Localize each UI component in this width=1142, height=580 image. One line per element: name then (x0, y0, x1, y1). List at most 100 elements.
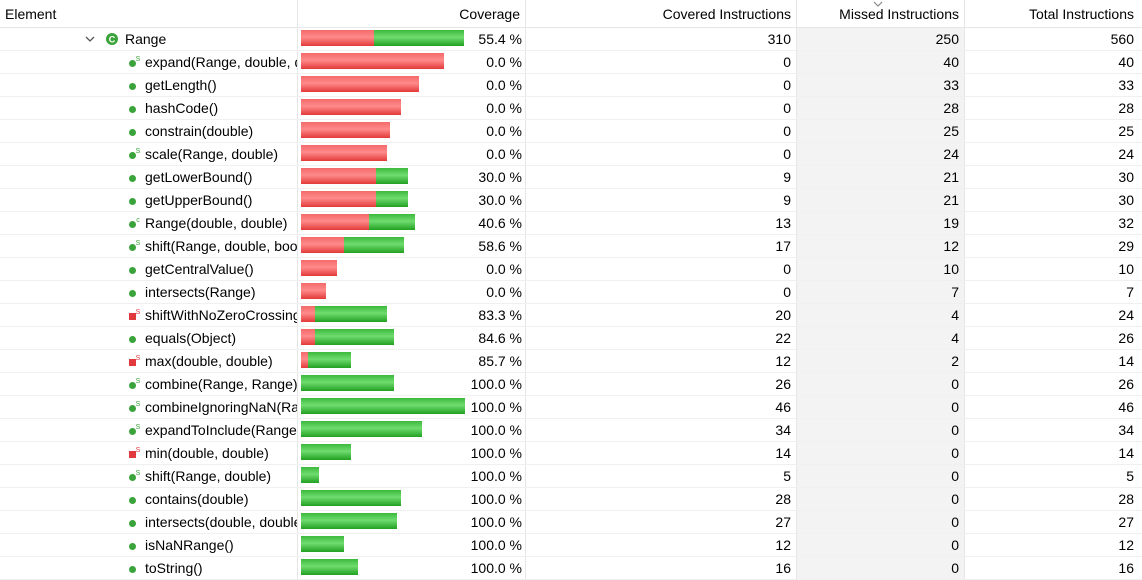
total-instructions-cell: 32 (1118, 215, 1134, 231)
missed-instructions-cell: 28 (797, 97, 965, 119)
missed-bar-segment (301, 53, 444, 69)
coverage-bar (301, 490, 401, 506)
coverage-percent: 100.0 % (470, 491, 522, 507)
table-row[interactable]: isNaNRange() 100.0 % 12 0 12 (0, 534, 1142, 557)
total-instructions-cell: 29 (1118, 238, 1134, 254)
static-public-method-icon: S (129, 470, 141, 481)
coverage-cell: 85.7 % (298, 350, 526, 372)
element-cell: getLength() (0, 74, 298, 96)
table-row[interactable]: intersects(Range) 0.0 % 0 7 7 (0, 281, 1142, 304)
covered-instructions-cell: 9 (526, 189, 797, 211)
column-header-element[interactable]: Element (0, 0, 298, 27)
coverage-cell: 0.0 % (298, 97, 526, 119)
table-row[interactable]: getLowerBound() 30.0 % 9 21 30 (0, 166, 1142, 189)
coverage-cell: 84.6 % (298, 327, 526, 349)
coverage-percent: 100.0 % (470, 445, 522, 461)
table-row[interactable]: getLength() 0.0 % 0 33 33 (0, 74, 1142, 97)
coverage-cell: 100.0 % (298, 419, 526, 441)
table-row[interactable]: constrain(double) 0.0 % 0 25 25 (0, 120, 1142, 143)
method-name: getUpperBound() (145, 192, 253, 208)
total-instructions-cell: 14 (1118, 445, 1134, 461)
element-cell: getLowerBound() (0, 166, 298, 188)
total-instructions-cell: 14 (1118, 353, 1134, 369)
missed-bar-segment (301, 352, 308, 368)
method-name: contains(double) (145, 491, 249, 507)
coverage-cell: 100.0 % (298, 557, 526, 579)
coverage-bar (301, 513, 397, 529)
public-method-icon (129, 566, 136, 573)
column-header-missed-instructions[interactable]: Missed Instructions (797, 0, 965, 27)
table-row[interactable]: contains(double) 100.0 % 28 0 28 (0, 488, 1142, 511)
total-instructions-cell: 10 (1118, 261, 1134, 277)
coverage-percent: 30.0 % (478, 192, 522, 208)
missed-instructions-cell: 0 (797, 488, 965, 510)
covered-instructions-cell: 46 (526, 396, 797, 418)
table-row[interactable]: equals(Object) 84.6 % 22 4 26 (0, 327, 1142, 350)
element-cell: getUpperBound() (0, 189, 298, 211)
covered-instructions-cell: 5 (526, 465, 797, 487)
column-header-coverage[interactable]: Coverage (298, 0, 526, 27)
missed-instructions-cell: 40 (797, 51, 965, 73)
covered-bar-segment (315, 306, 387, 322)
covered-instructions-cell: 0 (526, 258, 797, 280)
coverage-percent: 85.7 % (478, 353, 522, 369)
total-instructions-cell: 12 (1118, 537, 1134, 553)
static-public-method-icon: S (129, 240, 141, 251)
table-row[interactable]: c Range(double, double) 40.6 % 13 19 32 (0, 212, 1142, 235)
coverage-percent: 100.0 % (470, 537, 522, 553)
method-name: hashCode() (145, 100, 219, 116)
static-public-method-icon: S (129, 424, 141, 435)
svg-text:S: S (136, 424, 141, 431)
public-method-icon (129, 336, 136, 343)
chevron-down-icon[interactable] (84, 28, 96, 50)
element-cell: intersects(double, double) (0, 511, 298, 533)
coverage-percent: 0.0 % (486, 54, 522, 70)
table-row[interactable]: hashCode() 0.0 % 0 28 28 (0, 97, 1142, 120)
covered-bar-segment (369, 214, 415, 230)
method-name: equals(Object) (145, 330, 237, 346)
table-header: Element Coverage Covered Instructions Mi… (0, 0, 1142, 28)
method-name: isNaNRange() (145, 537, 234, 553)
method-name: getCentralValue() (145, 261, 254, 277)
missed-instructions-cell: 2 (797, 350, 965, 372)
covered-bar-segment (376, 168, 408, 184)
table-row[interactable]: intersects(double, double) 100.0 % 27 0 27 (0, 511, 1142, 534)
class-row[interactable]: C Range 55.4 % 310 250 560 (0, 28, 1142, 51)
table-row[interactable]: getUpperBound() 30.0 % 9 21 30 (0, 189, 1142, 212)
element-cell: constrain(double) (0, 120, 298, 142)
svg-text:S: S (136, 378, 141, 385)
method-name: getLowerBound() (145, 169, 253, 185)
missed-bar-segment (301, 329, 315, 345)
element-cell: C Range (0, 28, 298, 50)
column-header-covered-instructions[interactable]: Covered Instructions (526, 0, 797, 27)
total-instructions-cell: 40 (1118, 54, 1134, 70)
public-method-icon (129, 290, 136, 297)
coverage-percent: 0.0 % (486, 123, 522, 139)
covered-instructions-cell: 20 (526, 304, 797, 326)
missed-bar-segment (301, 306, 315, 322)
covered-instructions-cell: 16 (526, 557, 797, 579)
coverage-cell: 0.0 % (298, 143, 526, 165)
coverage-cell: 0.0 % (298, 120, 526, 142)
coverage-bar (301, 237, 404, 253)
missed-instructions-cell: 21 (797, 166, 965, 188)
method-name: expand(Range, double, double) (145, 54, 297, 70)
column-header-total-instructions[interactable]: Total Instructions (1028, 6, 1134, 22)
missed-bar-segment (301, 237, 344, 253)
coverage-percent: 100.0 % (470, 468, 522, 484)
total-instructions-cell: 25 (1118, 123, 1134, 139)
table-row[interactable]: getCentralValue() 0.0 % 0 10 10 (0, 258, 1142, 281)
coverage-bar (301, 306, 387, 322)
